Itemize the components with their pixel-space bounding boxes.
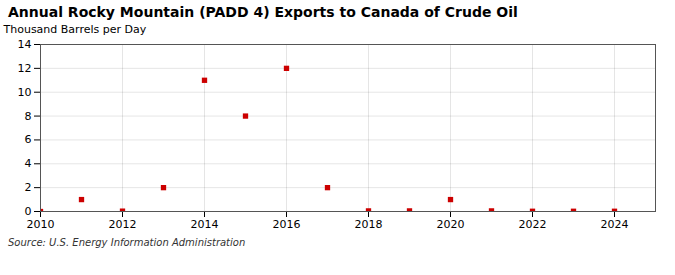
svg-text:2020: 2020 bbox=[437, 218, 465, 231]
svg-text:8: 8 bbox=[25, 110, 32, 123]
svg-text:12: 12 bbox=[18, 62, 32, 75]
svg-text:4: 4 bbox=[25, 157, 32, 170]
svg-text:0: 0 bbox=[25, 205, 32, 218]
svg-text:2018: 2018 bbox=[355, 218, 383, 231]
svg-text:6: 6 bbox=[25, 133, 32, 146]
html-text:Annual Rocky Mountain (PADD 4): Annual Rocky Mountain (PADD 4) Exports t… bbox=[8, 4, 518, 20]
svg-text:2010: 2010 bbox=[27, 218, 55, 231]
svg-text:14: 14 bbox=[18, 38, 32, 51]
svg-text:10: 10 bbox=[18, 86, 32, 99]
svg-text:2014: 2014 bbox=[191, 218, 219, 231]
html-text:Source: U.S. Energy Informatio: Source: U.S. Energy Information Administ… bbox=[8, 237, 246, 248]
svg-text:2012: 2012 bbox=[109, 218, 137, 231]
svg-text:2: 2 bbox=[25, 181, 32, 194]
svg-text:2016: 2016 bbox=[273, 218, 301, 231]
svg-text:2024: 2024 bbox=[601, 218, 629, 231]
svg-text:2022: 2022 bbox=[519, 218, 547, 231]
svg-text:Thousand Barrels per Day: Thousand Barrels per Day bbox=[3, 23, 147, 36]
